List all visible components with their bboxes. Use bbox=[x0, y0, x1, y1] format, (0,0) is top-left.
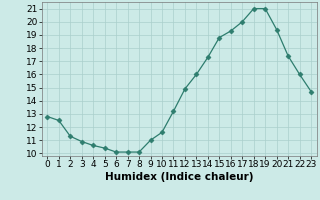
X-axis label: Humidex (Indice chaleur): Humidex (Indice chaleur) bbox=[105, 172, 253, 182]
